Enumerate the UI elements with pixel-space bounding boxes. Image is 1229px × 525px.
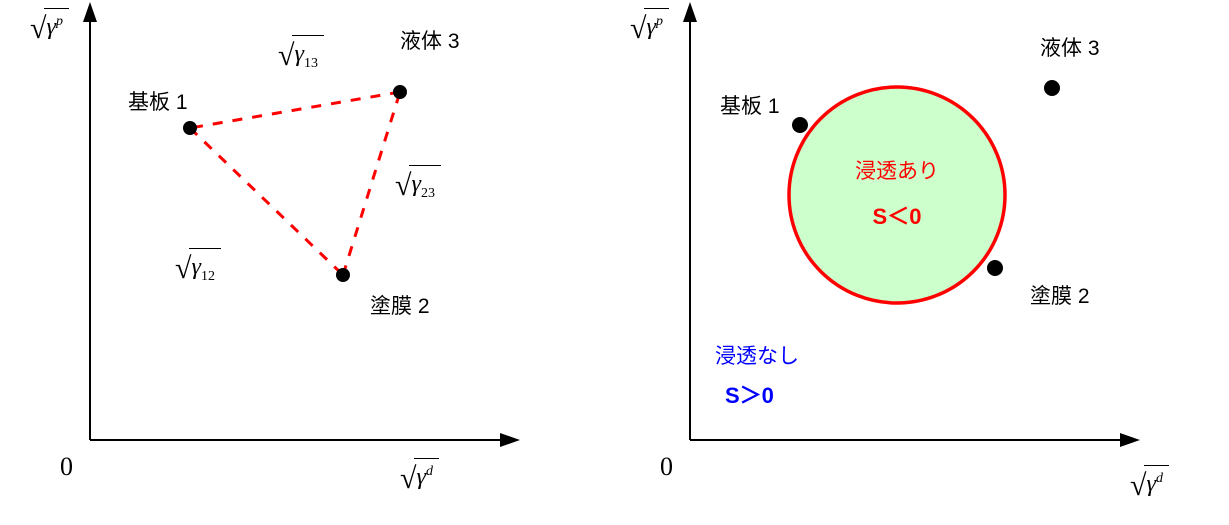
radical-icon: √: [400, 464, 416, 494]
right-point-3: [1044, 80, 1060, 96]
right-y-axis-label: √ γp: [630, 8, 669, 39]
left-point-2: [336, 268, 350, 282]
right-point-3-label: 液体 3: [1040, 32, 1100, 62]
left-point-3: [393, 85, 407, 99]
left-edge-g13: √ γ13: [278, 35, 324, 71]
canvas: 0 √ γp √ γd 基板 1 塗膜 2 液体 3 √ γ13 √ γ23 √…: [0, 0, 1229, 525]
right-outside-line1: 浸透なし: [715, 340, 799, 370]
left-plot: 0 √ γp √ γd 基板 1 塗膜 2 液体 3 √ γ13 √ γ23 √…: [0, 0, 560, 520]
right-x-axis-label: √ γd: [1130, 465, 1169, 496]
right-outside-line2: S＞0: [725, 378, 799, 410]
right-inside-text: 浸透あり S＜0: [847, 155, 947, 231]
radical-icon: √: [278, 41, 294, 71]
left-edge-g12: √ γ12: [175, 248, 221, 284]
left-point-1: [183, 121, 197, 135]
right-outside-text: 浸透なし S＞0: [715, 340, 799, 410]
radical-icon: √: [175, 254, 191, 284]
left-y-axis-label: √ γp: [30, 8, 69, 39]
right-plot: 0 √ γp √ γd 基板 1 塗膜 2 液体 3 浸透あり S＜0 浸透なし…: [600, 0, 1200, 520]
radical-icon: √: [395, 171, 411, 201]
left-point-2-label: 塗膜 2: [370, 290, 430, 320]
right-point-1-label: 基板 1: [720, 90, 780, 120]
right-point-1: [792, 117, 808, 133]
right-inside-line1: 浸透あり: [847, 155, 947, 185]
left-plot-svg: [0, 0, 560, 520]
radical-icon: √: [30, 14, 46, 44]
left-point-3-label: 液体 3: [400, 25, 460, 55]
right-point-2-label: 塗膜 2: [1030, 280, 1090, 310]
right-origin-zero: 0: [660, 452, 673, 482]
right-plot-svg: [600, 0, 1200, 520]
right-point-2: [987, 260, 1003, 276]
radical-icon: √: [630, 14, 646, 44]
radical-icon: √: [1130, 471, 1146, 501]
left-x-axis-label: √ γd: [400, 458, 439, 489]
left-origin-zero: 0: [60, 452, 73, 482]
left-edge-g23: √ γ23: [395, 165, 441, 201]
left-triangle: [190, 92, 400, 275]
left-point-1-label: 基板 1: [128, 86, 188, 116]
right-inside-line2: S＜0: [847, 199, 947, 231]
